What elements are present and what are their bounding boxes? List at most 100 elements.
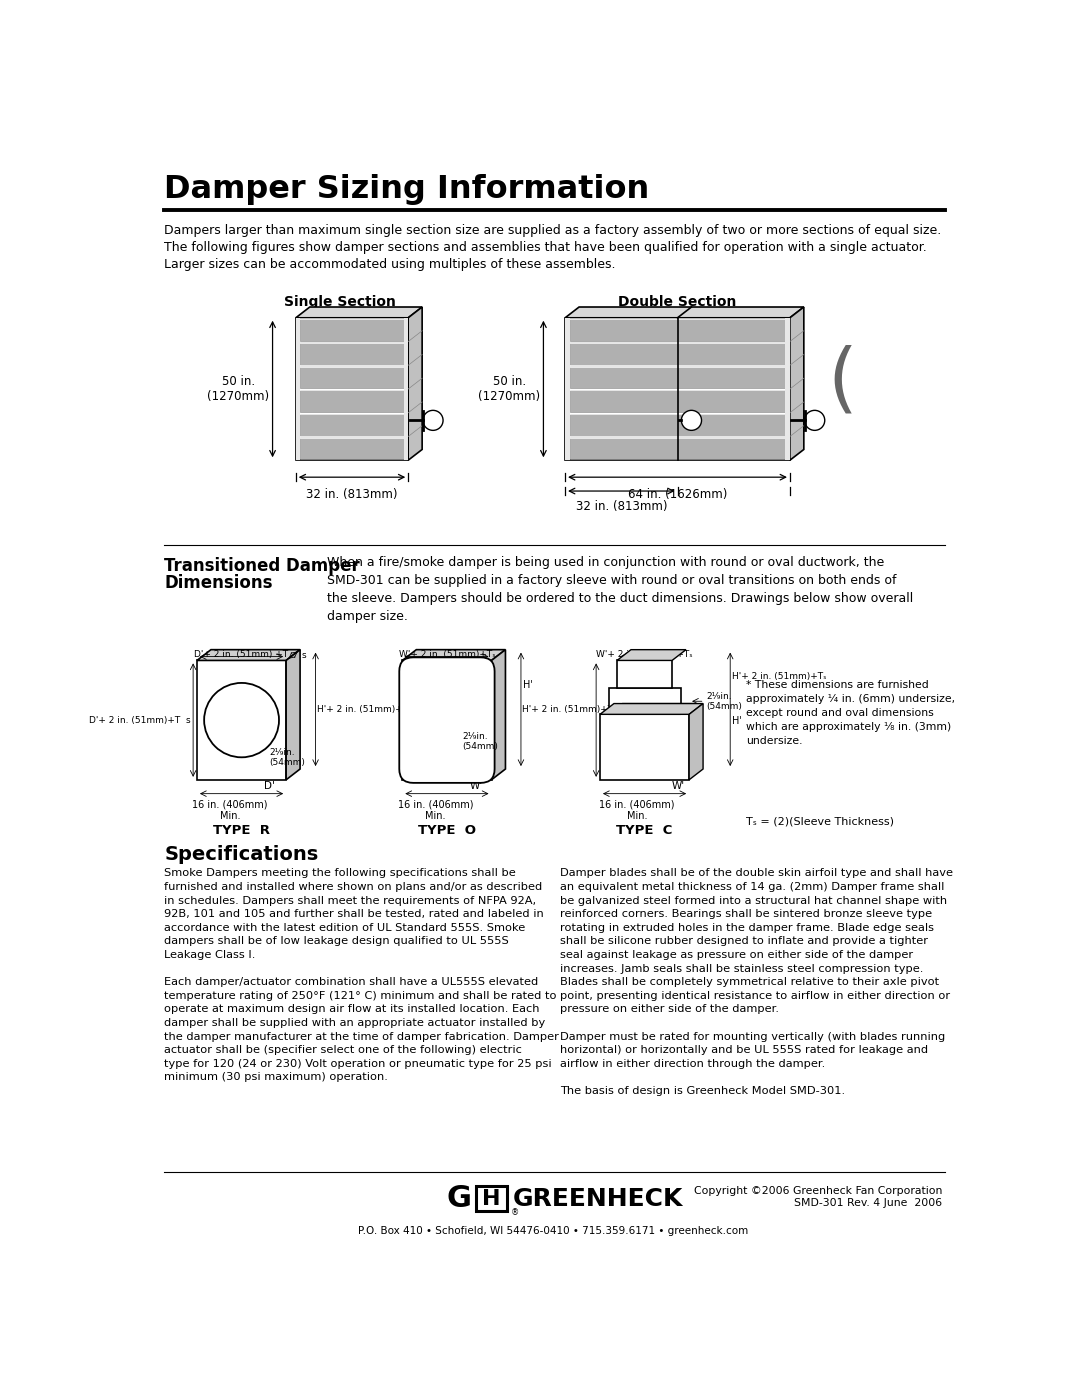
FancyBboxPatch shape (296, 317, 408, 460)
Text: TYPE  C: TYPE C (617, 824, 673, 837)
FancyBboxPatch shape (400, 658, 495, 782)
Text: (: ( (827, 345, 856, 419)
Polygon shape (491, 650, 505, 780)
FancyBboxPatch shape (300, 319, 404, 341)
FancyBboxPatch shape (570, 342, 785, 365)
Text: Dimensions: Dimensions (164, 574, 273, 592)
Circle shape (681, 411, 702, 430)
FancyBboxPatch shape (476, 1186, 507, 1211)
Text: H'+ 2 in. (51mm)+Tₛ: H'+ 2 in. (51mm)+Tₛ (523, 705, 617, 714)
Text: Specifications: Specifications (164, 845, 319, 865)
Text: P.O. Box 410 • Schofield, WI 54476-0410 • 715.359.6171 • greenheck.com: P.O. Box 410 • Schofield, WI 54476-0410 … (359, 1227, 748, 1236)
FancyBboxPatch shape (404, 317, 408, 460)
Polygon shape (403, 650, 505, 661)
Text: Damper blades shall be of the double skin airfoil type and shall have
an equival: Damper blades shall be of the double ski… (559, 869, 953, 1095)
FancyBboxPatch shape (617, 661, 672, 689)
Circle shape (204, 683, 279, 757)
FancyBboxPatch shape (565, 317, 570, 460)
FancyBboxPatch shape (570, 390, 785, 412)
Text: Double Section: Double Section (619, 295, 737, 309)
FancyBboxPatch shape (300, 342, 404, 365)
FancyBboxPatch shape (570, 319, 785, 341)
Text: When a fire/smoke damper is being used in conjunction with round or oval ductwor: When a fire/smoke damper is being used i… (327, 556, 914, 623)
Text: 2¹⁄₉in.
(54mm): 2¹⁄₉in. (54mm) (706, 692, 742, 711)
Text: H': H' (523, 680, 532, 690)
FancyBboxPatch shape (296, 317, 300, 460)
Text: 16 in. (406mm)
Min.: 16 in. (406mm) Min. (397, 800, 473, 821)
FancyBboxPatch shape (300, 412, 404, 415)
Text: D'+ 2 in. (51mm)+T  s: D'+ 2 in. (51mm)+T s (90, 715, 191, 725)
Text: W'+ 2 in. (51mm)+Tₛ: W'+ 2 in. (51mm)+Tₛ (596, 650, 693, 658)
Polygon shape (617, 650, 686, 661)
Text: Dampers larger than maximum single section size are supplied as a factory assemb: Dampers larger than maximum single secti… (164, 224, 942, 237)
Polygon shape (408, 307, 422, 460)
FancyBboxPatch shape (300, 317, 404, 320)
Text: 2¹⁄₉in.
(54mm): 2¹⁄₉in. (54mm) (269, 747, 306, 767)
Text: H'+ 2 in. (51mm)+Tₛ: H'+ 2 in. (51mm)+Tₛ (732, 672, 826, 682)
FancyBboxPatch shape (300, 436, 404, 439)
Text: 32 in. (813mm): 32 in. (813mm) (307, 488, 397, 502)
Text: W': W' (672, 781, 685, 791)
Text: Tₛ = (2)(Sleeve Thickness): Tₛ = (2)(Sleeve Thickness) (745, 817, 894, 827)
Polygon shape (286, 650, 300, 780)
FancyBboxPatch shape (565, 317, 789, 460)
FancyBboxPatch shape (608, 689, 680, 714)
FancyBboxPatch shape (300, 388, 404, 391)
Text: Smoke Dampers meeting the following specifications shall be
furnished and instal: Smoke Dampers meeting the following spec… (164, 869, 559, 1083)
Text: G: G (446, 1185, 471, 1213)
Text: ®: ® (511, 1208, 519, 1217)
Text: 16 in. (406mm)
Min.: 16 in. (406mm) Min. (599, 800, 675, 821)
Polygon shape (789, 307, 804, 460)
FancyBboxPatch shape (300, 366, 404, 388)
Text: 16 in. (406mm)
Min.: 16 in. (406mm) Min. (192, 800, 268, 821)
Text: * These dimensions are furnished
approximately ¹⁄₄ in. (6mm) undersize,
except r: * These dimensions are furnished approxi… (745, 680, 955, 746)
FancyBboxPatch shape (197, 661, 286, 780)
Text: Damper Sizing Information: Damper Sizing Information (164, 173, 650, 204)
Polygon shape (565, 307, 804, 317)
Circle shape (423, 411, 443, 430)
FancyBboxPatch shape (570, 317, 785, 320)
FancyBboxPatch shape (300, 341, 404, 344)
Polygon shape (197, 650, 300, 661)
Text: W'+ 2 in. (51mm)+Tₛ: W'+ 2 in. (51mm)+Tₛ (399, 650, 496, 658)
Polygon shape (296, 307, 422, 317)
Text: 64 in. (1626mm): 64 in. (1626mm) (627, 488, 727, 502)
Text: 2¹⁄₉in.
(54mm): 2¹⁄₉in. (54mm) (462, 732, 498, 752)
Text: H'+ 2 in. (51mm)+Tₛ: H'+ 2 in. (51mm)+Tₛ (318, 705, 411, 714)
FancyBboxPatch shape (570, 414, 785, 436)
FancyBboxPatch shape (300, 390, 404, 412)
Text: 32 in. (813mm): 32 in. (813mm) (576, 500, 667, 513)
Text: The following figures show damper sections and assemblies that have been qualifi: The following figures show damper sectio… (164, 240, 928, 271)
FancyBboxPatch shape (570, 365, 785, 367)
FancyBboxPatch shape (570, 412, 785, 415)
FancyBboxPatch shape (403, 661, 491, 780)
Text: D'+ 2 in. (51mm) +T: D'+ 2 in. (51mm) +T (194, 650, 288, 658)
Polygon shape (600, 704, 703, 714)
Text: TYPE  O: TYPE O (418, 824, 476, 837)
Text: s: s (301, 651, 307, 659)
Text: 50 in.
(1270mm): 50 in. (1270mm) (478, 374, 540, 402)
Text: H': H' (732, 717, 742, 726)
Text: D': D' (264, 781, 274, 791)
Text: Transitioned Damper: Transitioned Damper (164, 557, 361, 576)
Text: Single Section: Single Section (284, 295, 396, 309)
Text: Copyright ©2006 Greenheck Fan Corporation
SMD-301 Rev. 4 June  2006: Copyright ©2006 Greenheck Fan Corporatio… (694, 1186, 943, 1208)
Circle shape (805, 411, 825, 430)
Text: GREENHECK: GREENHECK (513, 1186, 684, 1211)
FancyBboxPatch shape (300, 414, 404, 436)
Text: W': W' (469, 781, 483, 791)
Polygon shape (689, 704, 703, 780)
Text: 50 in.
(1270mm): 50 in. (1270mm) (207, 374, 270, 402)
Text: H: H (483, 1189, 501, 1208)
FancyBboxPatch shape (570, 437, 785, 460)
Polygon shape (608, 704, 694, 714)
FancyBboxPatch shape (570, 341, 785, 344)
FancyBboxPatch shape (570, 436, 785, 439)
FancyBboxPatch shape (570, 388, 785, 391)
FancyBboxPatch shape (300, 437, 404, 460)
Text: TYPE  R: TYPE R (213, 824, 270, 837)
FancyBboxPatch shape (600, 714, 689, 780)
FancyBboxPatch shape (570, 366, 785, 388)
FancyBboxPatch shape (300, 365, 404, 367)
FancyBboxPatch shape (785, 317, 789, 460)
